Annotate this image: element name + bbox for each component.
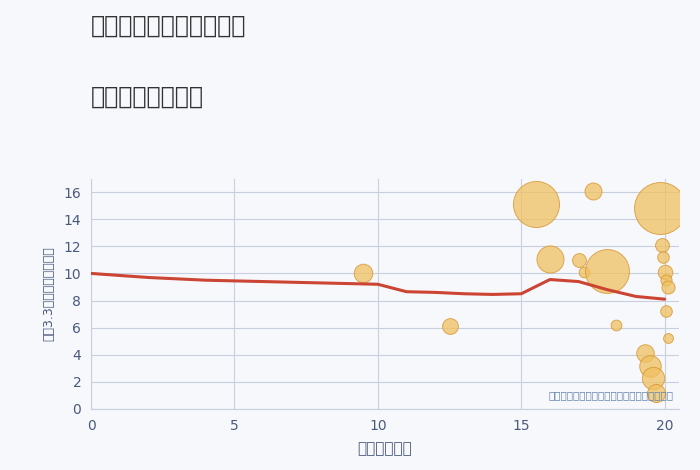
Y-axis label: 坪（3.3㎡）単価（万円）: 坪（3.3㎡）単価（万円） bbox=[42, 246, 55, 341]
Point bbox=[659, 268, 671, 276]
X-axis label: 駅距離（分）: 駅距離（分） bbox=[358, 441, 412, 456]
Point bbox=[661, 307, 672, 315]
Point bbox=[610, 321, 622, 329]
Point bbox=[579, 268, 590, 276]
Point bbox=[662, 283, 673, 291]
Point bbox=[656, 241, 667, 249]
Point bbox=[661, 276, 672, 284]
Point bbox=[657, 253, 668, 261]
Point bbox=[530, 201, 541, 208]
Point bbox=[444, 322, 455, 330]
Point bbox=[587, 187, 598, 195]
Point bbox=[662, 335, 673, 342]
Point bbox=[639, 350, 650, 357]
Text: 円の大きさは、取引のあった物件面積を示す: 円の大きさは、取引のあった物件面積を示す bbox=[548, 390, 673, 400]
Point bbox=[545, 255, 556, 262]
Point bbox=[573, 256, 584, 264]
Text: 駅距離別土地価格: 駅距離別土地価格 bbox=[91, 85, 204, 109]
Text: 三重県四日市市広永町の: 三重県四日市市広永町の bbox=[91, 14, 246, 38]
Point bbox=[645, 362, 656, 369]
Point bbox=[654, 204, 666, 212]
Point bbox=[648, 374, 659, 382]
Point bbox=[602, 267, 613, 274]
Point bbox=[358, 270, 369, 277]
Point bbox=[650, 389, 662, 396]
